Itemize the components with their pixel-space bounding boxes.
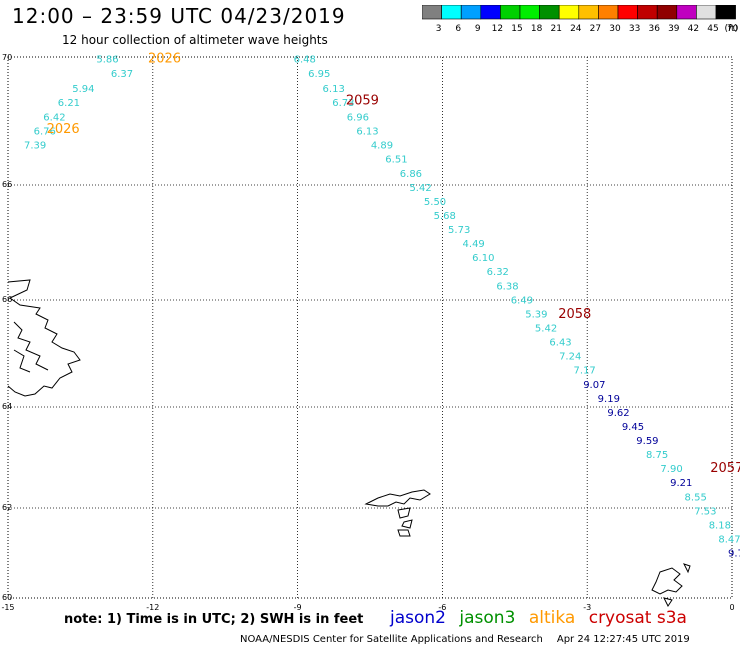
footnote: note: 1) Time is in UTC; 2) SWH is in fe… xyxy=(64,612,364,627)
faroe-islands xyxy=(364,489,431,537)
cryosat-swh-value: 6.13 xyxy=(323,84,345,95)
cryosat-swh-value: 7.53 xyxy=(694,506,716,517)
cryosat-swh-value: 5.42 xyxy=(535,324,557,335)
credit-text: NOAA/NESDIS Center for Satellite Applica… xyxy=(240,634,543,645)
legend-label: 70 xyxy=(727,24,739,34)
legend-label: 36 xyxy=(648,24,660,34)
satellite-jason2: jason2 xyxy=(390,608,446,628)
legend-label: 12 xyxy=(492,24,503,34)
greenland-coast xyxy=(7,279,81,397)
pass-time-label: 2026 xyxy=(148,52,181,67)
cryosat-swh-value: 6.95 xyxy=(308,69,330,80)
cryosat-swh-value: 5.39 xyxy=(525,309,547,320)
cryosat-swh-value: 9.62 xyxy=(607,408,629,419)
legend-label: 30 xyxy=(609,24,621,34)
shetland-islands xyxy=(651,563,691,607)
pass-time-label: 2058 xyxy=(558,307,591,322)
map-frame xyxy=(7,56,733,599)
legend-label: 6 xyxy=(455,24,461,34)
cryosat-swh-value: 6.32 xyxy=(487,267,509,278)
cryosat-swh-value: 8.75 xyxy=(646,450,668,461)
cryosat-swh-value: 6.96 xyxy=(347,113,369,124)
map-labels: -15 -12 -9 -6 -3 0 70 66 66 64 62 60 5.86 6.37 5.94 6.2… xyxy=(1,52,740,612)
lat-tick-label: 66 xyxy=(2,295,12,304)
legend-label: 39 xyxy=(668,24,680,34)
cryosat-swh-value: 7.17 xyxy=(574,366,596,377)
altika-swh-value: 6.42 xyxy=(43,113,65,124)
credit-line: NOAA/NESDIS Center for Satellite Applica… xyxy=(240,634,690,645)
color-legend: 3 6 9 12 15 18 21 24 27 30 33 36 39 42 45 70(ft) xyxy=(422,5,739,34)
cryosat-swh-value: 9.07 xyxy=(583,380,605,391)
pass-time-label: 2059 xyxy=(346,93,379,108)
legend-unit: (ft) xyxy=(724,24,738,34)
cryosat-swh-value: 8.47 xyxy=(718,534,740,545)
lat-tick-label: 62 xyxy=(2,503,12,512)
legend-label: 3 xyxy=(436,24,442,34)
cryosat-swh-value: 9.21 xyxy=(670,478,692,489)
legend-label: 24 xyxy=(570,24,582,34)
map-grid xyxy=(7,56,733,599)
generated-timestamp: Apr 24 12:27:45 UTC 2019 xyxy=(556,634,690,645)
altika-swh-value: 7.39 xyxy=(24,141,46,152)
cryosat-swh-value: 9.70 xyxy=(728,549,740,560)
lon-tick-label: -3 xyxy=(583,603,591,612)
cryosat-swh-value: 8.18 xyxy=(709,520,731,531)
cryosat-swh-value: 8.55 xyxy=(685,492,707,503)
pass-time-label: 2057 xyxy=(710,461,740,476)
cryosat-swh-value: 6.73 xyxy=(332,98,354,109)
lon-tick-label: -12 xyxy=(146,603,159,612)
cryosat-swh-value: 6.38 xyxy=(496,281,518,292)
satellite-jason3: jason3 xyxy=(459,608,516,628)
lat-tick-label: 70 xyxy=(2,53,12,62)
altika-swh-value: 5.86 xyxy=(96,55,118,66)
cryosat-swh-value: 5.50 xyxy=(424,197,446,208)
pass-time-label: 2026 xyxy=(47,122,80,137)
cryosat-swh-value: 5.73 xyxy=(448,225,470,236)
altika-swh-value: 6.37 xyxy=(111,69,133,80)
cryosat-swh-value: 5.42 xyxy=(409,183,431,194)
lon-tick-label: 0 xyxy=(729,603,734,612)
lat-tick-label: 66 xyxy=(2,180,12,189)
lon-tick-label: -9 xyxy=(294,603,302,612)
satellite-cryosat: cryosat s3a xyxy=(588,608,687,628)
cryosat-swh-value: 6.10 xyxy=(472,253,494,264)
lon-tick-label: -15 xyxy=(1,603,14,612)
altika-swh-value: 6.76 xyxy=(34,127,56,138)
legend-swatch xyxy=(715,5,736,20)
legend-label: 18 xyxy=(531,24,543,34)
legend-label: 9 xyxy=(475,24,481,34)
coastlines xyxy=(7,279,691,607)
altika-swh-value: 6.21 xyxy=(58,98,80,109)
page-title: 12:00 – 23:59 UTC 04/23/2019 xyxy=(12,4,346,28)
legend-label: 42 xyxy=(688,24,699,34)
cryosat-swh-value: 6.13 xyxy=(356,127,378,138)
legend-label: 45 xyxy=(707,24,718,34)
lon-tick-label: -6 xyxy=(438,603,446,612)
satellite-legend: jason2 jason3 altika cryosat s3a xyxy=(390,608,695,628)
legend-label: 33 xyxy=(629,24,640,34)
cryosat-swh-value: 9.19 xyxy=(598,394,620,405)
cryosat-swh-value: 4.89 xyxy=(371,141,393,152)
greenland-fjord xyxy=(13,321,49,373)
cryosat-swh-value: 5.68 xyxy=(434,211,456,222)
cryosat-swh-value: 7.24 xyxy=(559,352,581,363)
cryosat-swh-value: 6.48 xyxy=(294,55,316,66)
cryosat-swh-value: 4.49 xyxy=(463,239,485,250)
lat-tick-label: 60 xyxy=(2,593,12,602)
satellite-altika: altika xyxy=(528,608,576,628)
cryosat-swh-value: 6.49 xyxy=(511,295,533,306)
legend-label: 15 xyxy=(511,24,522,34)
cryosat-swh-value: 6.43 xyxy=(549,338,571,349)
altika-swh-value: 5.94 xyxy=(72,84,94,95)
page-subtitle: 12 hour collection of altimeter wave hei… xyxy=(62,33,328,47)
cryosat-swh-value: 7.90 xyxy=(660,464,682,475)
legend-label: 27 xyxy=(590,24,601,34)
lat-tick-label: 64 xyxy=(2,402,12,411)
cryosat-swh-value: 6.86 xyxy=(400,169,422,180)
cryosat-swh-value: 9.59 xyxy=(636,436,658,447)
legend-label: 21 xyxy=(550,24,561,34)
cryosat-swh-value: 9.45 xyxy=(622,422,644,433)
cryosat-swh-value: 6.51 xyxy=(385,155,407,166)
